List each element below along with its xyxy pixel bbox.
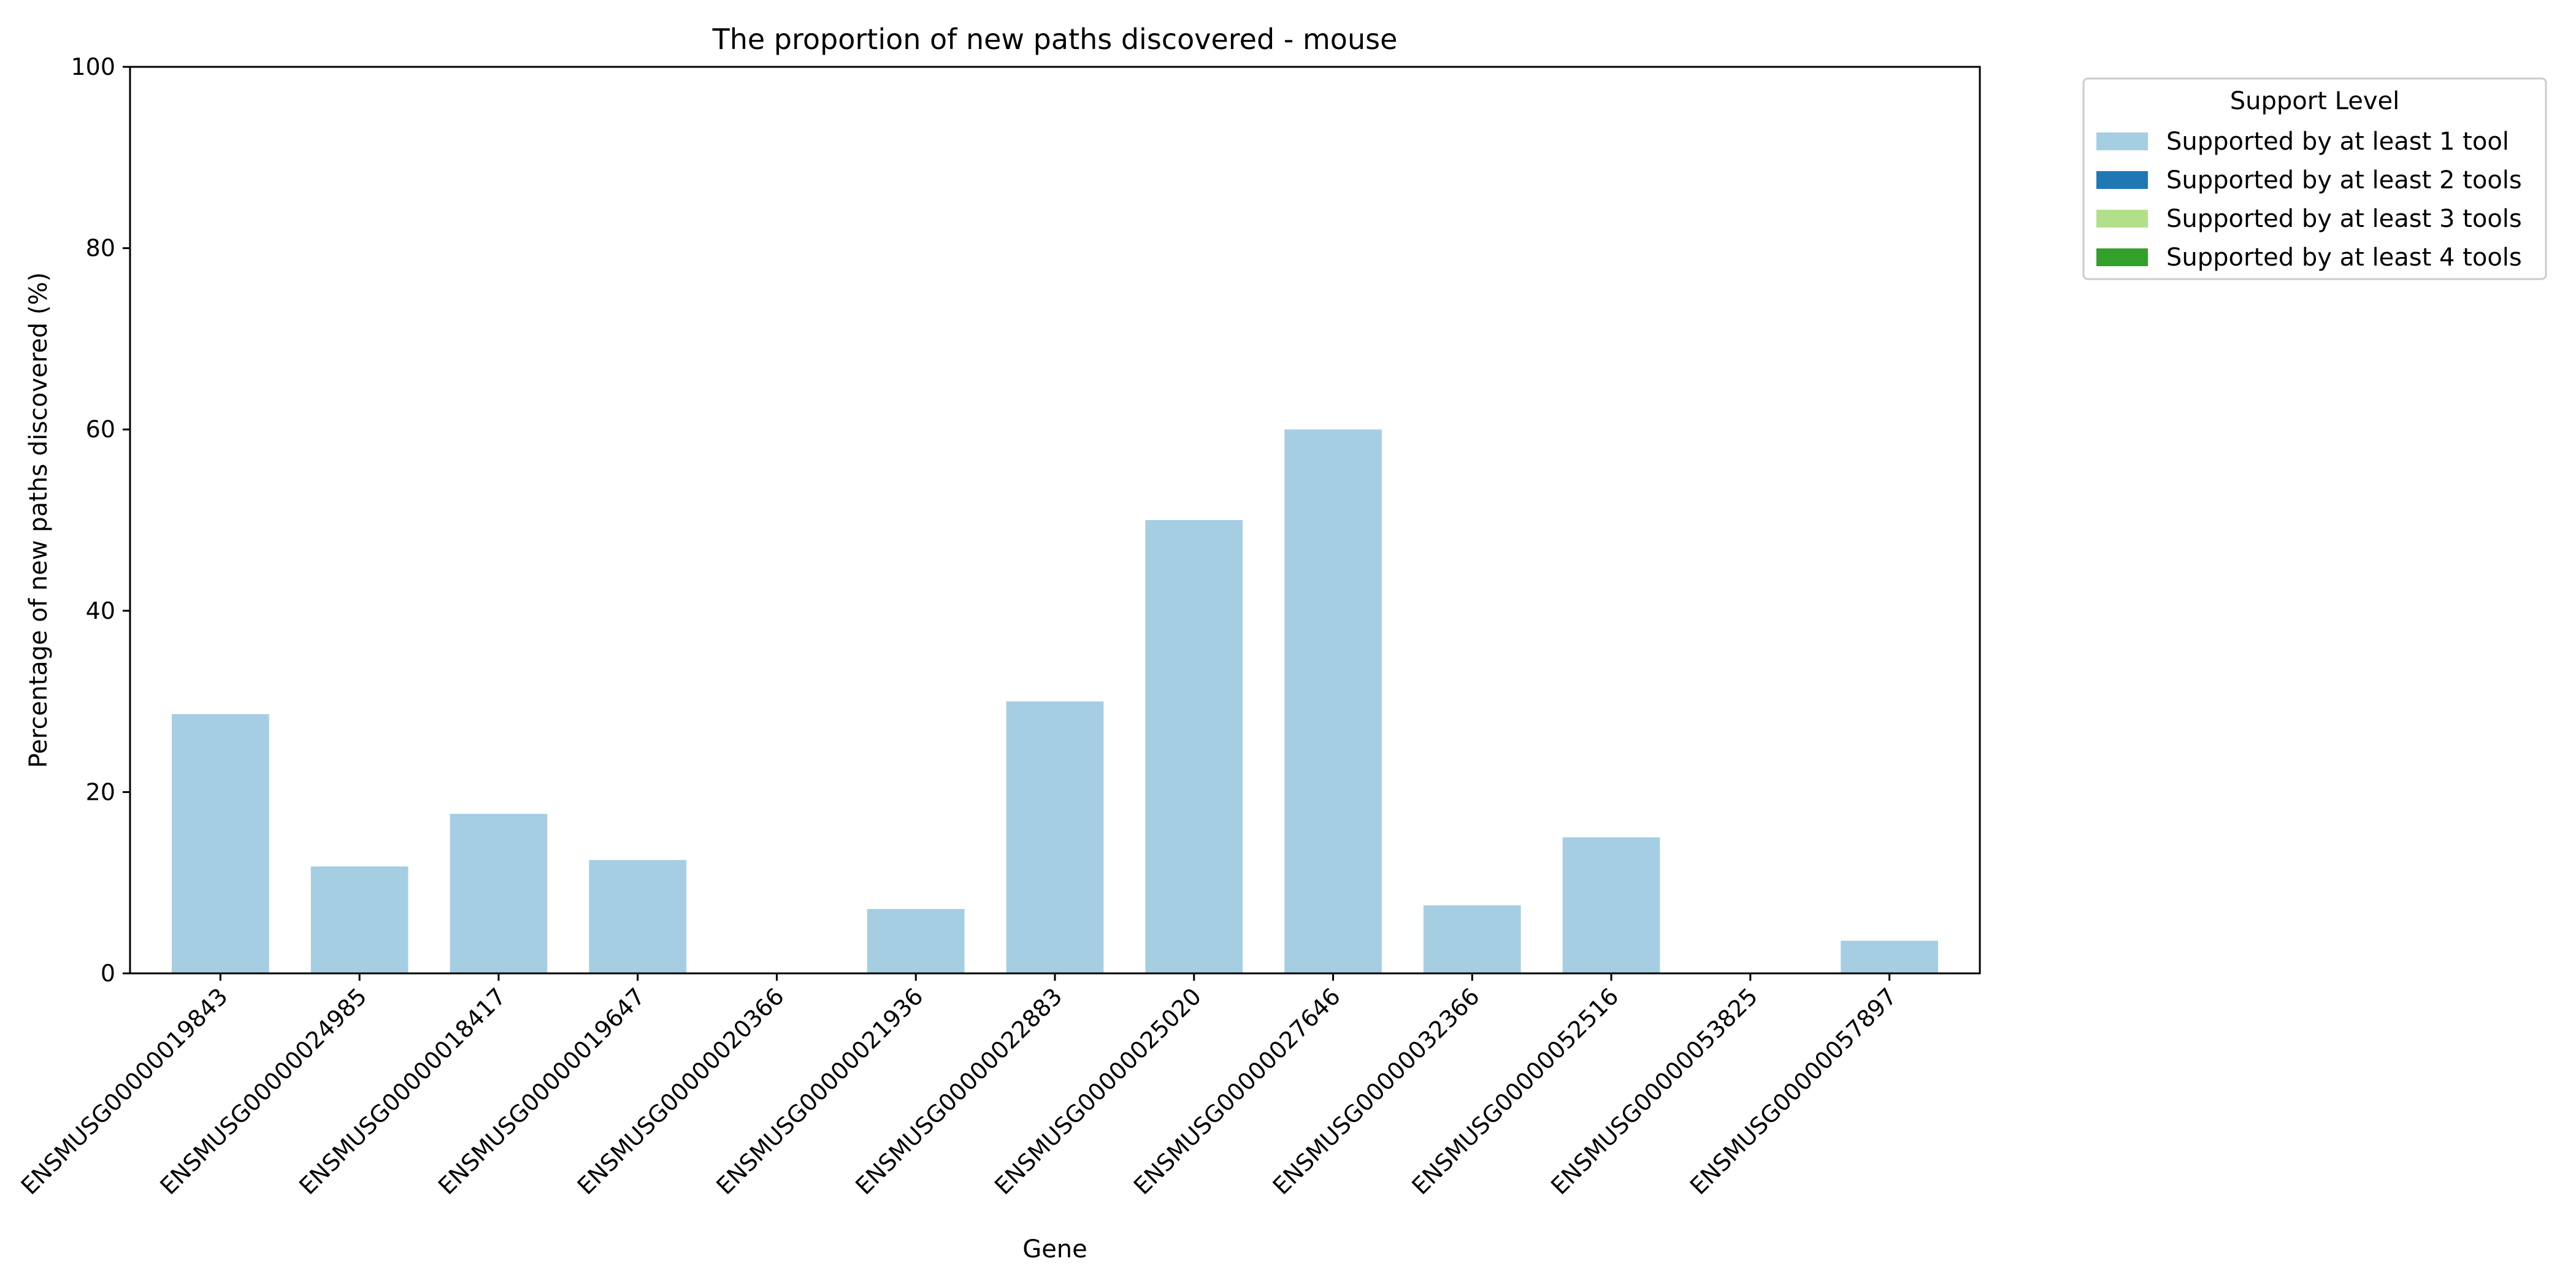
bar-1-ENSMUSG00000019647	[589, 860, 687, 973]
legend-frame	[2082, 77, 2547, 280]
x-axis-label: Gene	[1022, 1235, 1087, 1263]
legend-label: Supported by at least 1 tool	[2166, 128, 2509, 156]
y-axis-label: Percentage of new paths discovered (%)	[25, 272, 53, 768]
plot-frame	[129, 66, 1981, 975]
bar-1-ENSMUSG00000032366	[1423, 905, 1521, 973]
chart-title: The proportion of new paths discovered -…	[712, 23, 1398, 56]
bar-1-ENSMUSG00000019843	[172, 714, 269, 973]
bar-1-ENSMUSG00000052516	[1562, 837, 1660, 973]
legend-swatch	[2096, 171, 2148, 189]
legend-entries: Supported by at least 1 tool Supported by…	[2096, 128, 2522, 272]
legend-label: Supported by at least 4 tools	[2166, 243, 2522, 272]
legend-swatch	[2096, 210, 2148, 228]
legend-swatch	[2096, 132, 2148, 150]
legend-label: Supported by at least 2 tools	[2166, 166, 2522, 194]
y-tick-label: 100	[71, 53, 115, 80]
y-tick-label: 20	[86, 778, 115, 805]
legend-swatch	[2096, 248, 2148, 266]
legend-label: Supported by at least 3 tools	[2166, 205, 2522, 233]
bars-layer	[172, 429, 1938, 973]
y-tick-label: 40	[86, 597, 115, 624]
bar-1-ENSMUSG00000021936	[867, 909, 965, 973]
bar-1-ENSMUSG00000018417	[450, 813, 548, 973]
bar-1-ENSMUSG00000057897	[1841, 940, 1938, 973]
bar-1-ENSMUSG00000024985	[310, 866, 408, 973]
y-tick-label: 0	[101, 960, 115, 987]
legend-title: Support Level	[2230, 87, 2399, 115]
bar-1-ENSMUSG00000022883	[1006, 701, 1104, 973]
bar-1-ENSMUSG00000027646	[1284, 429, 1382, 973]
bar-1-ENSMUSG00000025020	[1145, 520, 1243, 973]
legend: Support Level Supported by at least 1 to…	[2082, 77, 2547, 280]
y-tick-label: 80	[86, 235, 115, 262]
y-tick-label: 60	[86, 416, 115, 443]
